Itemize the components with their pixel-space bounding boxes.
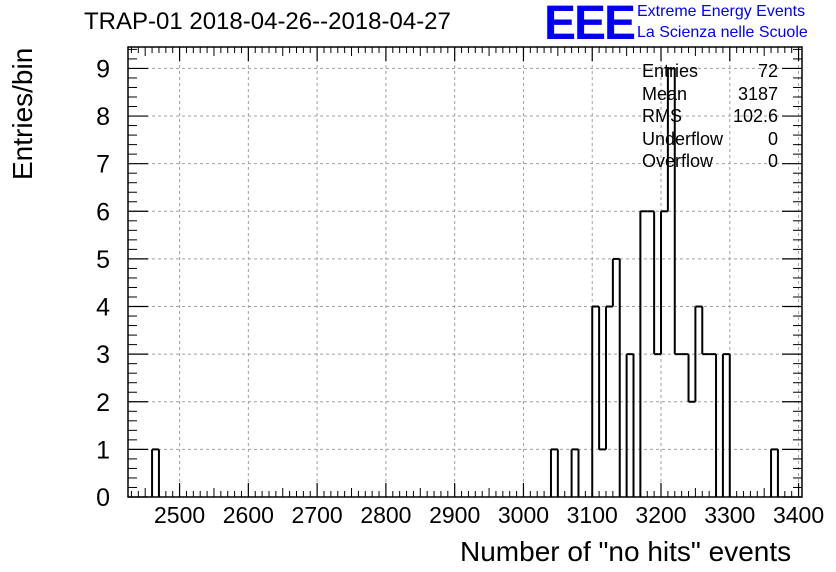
- y-tick-label: 5: [96, 246, 110, 274]
- y-tick-label: 7: [96, 151, 110, 179]
- y-tick-label: 9: [96, 55, 110, 83]
- histogram-bin: [549, 448, 559, 497]
- x-tick-label: 2500: [154, 502, 205, 528]
- histogram-bin: [653, 211, 662, 356]
- y-tick-label: 0: [96, 484, 110, 512]
- y-tick-label: 1: [96, 436, 110, 464]
- x-tick-label: 2600: [223, 502, 274, 528]
- tick-labels: 2500 2600 2700 2800 2900 3000 3100 3200 3300 3400…: [96, 55, 824, 528]
- stat-value-entries: 72: [757, 61, 778, 81]
- x-tick-label: 3000: [498, 502, 549, 528]
- chart-title: TRAP-01 2018-04-26--2018-04-27: [84, 8, 451, 35]
- eee-logo-mark: EEE: [544, 0, 636, 50]
- histogram-bin: [687, 354, 696, 403]
- stat-label-underflow: Underflow: [642, 128, 724, 149]
- stat-row-rms: RMS 102.6: [642, 105, 778, 128]
- eee-logo: EEE: [544, 0, 636, 48]
- stat-label-rms: RMS: [642, 106, 682, 127]
- x-axis-label: Number of "no hits" events: [460, 536, 792, 567]
- histogram-bars: [151, 67, 779, 497]
- y-tick-label: 2: [96, 389, 110, 417]
- x-tick-label: 3200: [635, 502, 686, 528]
- histogram-bin: [701, 306, 710, 356]
- stat-row-underflow: Underflow 0: [642, 128, 778, 151]
- stat-row-mean: Mean 3187: [642, 83, 778, 106]
- stat-label-mean: Mean: [642, 83, 688, 104]
- stat-label-overflow: Overflow: [642, 151, 714, 172]
- stat-value-rms: 102.6: [732, 106, 778, 127]
- x-tick-label: 2900: [429, 502, 480, 528]
- x-tick-label: 3400: [773, 502, 824, 528]
- y-tick-label: 4: [96, 294, 110, 322]
- histogram-bin: [694, 305, 703, 402]
- stat-value-underflow: 0: [767, 128, 778, 149]
- histogram-bin: [721, 353, 731, 497]
- y-tick-label: 3: [96, 341, 110, 369]
- histogram-bin: [770, 448, 779, 497]
- y-tick-label: 6: [96, 198, 110, 226]
- x-tick-label: 2700: [292, 502, 343, 528]
- histogram-bin: [673, 68, 682, 356]
- grid-lines: [128, 47, 802, 497]
- logo-text-line1: Extreme Energy Events: [637, 3, 806, 20]
- stat-label-entries: Entries: [642, 61, 699, 81]
- histogram-bin: [666, 67, 675, 212]
- histogram-bin: [625, 353, 634, 497]
- histogram-bin: [660, 210, 668, 355]
- stats-box: Entries 72 Mean 3187 RMS 102.6 Underflow…: [642, 60, 778, 173]
- x-tick-label: 2800: [360, 502, 411, 528]
- logo-text-line2: La Scienza nelle Scuole: [637, 24, 808, 41]
- y-tick-label: 8: [96, 103, 110, 131]
- histogram-bin: [598, 306, 606, 451]
- y-axis-label: Entries/bin: [7, 47, 38, 180]
- stat-row-entries: Entries 72: [642, 60, 778, 83]
- stat-row-overflow: Overflow 0: [642, 150, 778, 173]
- stat-value-overflow: 0: [767, 151, 778, 172]
- histogram-bin: [151, 448, 160, 497]
- histogram-bin: [570, 448, 580, 497]
- histogram-bin: [591, 305, 600, 497]
- plot-frame: [127, 46, 803, 498]
- stat-value-mean: 3187: [737, 83, 778, 104]
- histogram-bin: [611, 257, 621, 497]
- x-tick-label: 3300: [704, 502, 755, 528]
- histogram-bin: [639, 210, 648, 497]
- histogram-bin: [604, 305, 613, 450]
- x-tick-label: 3100: [567, 502, 618, 528]
- axis-ticks: [128, 47, 802, 498]
